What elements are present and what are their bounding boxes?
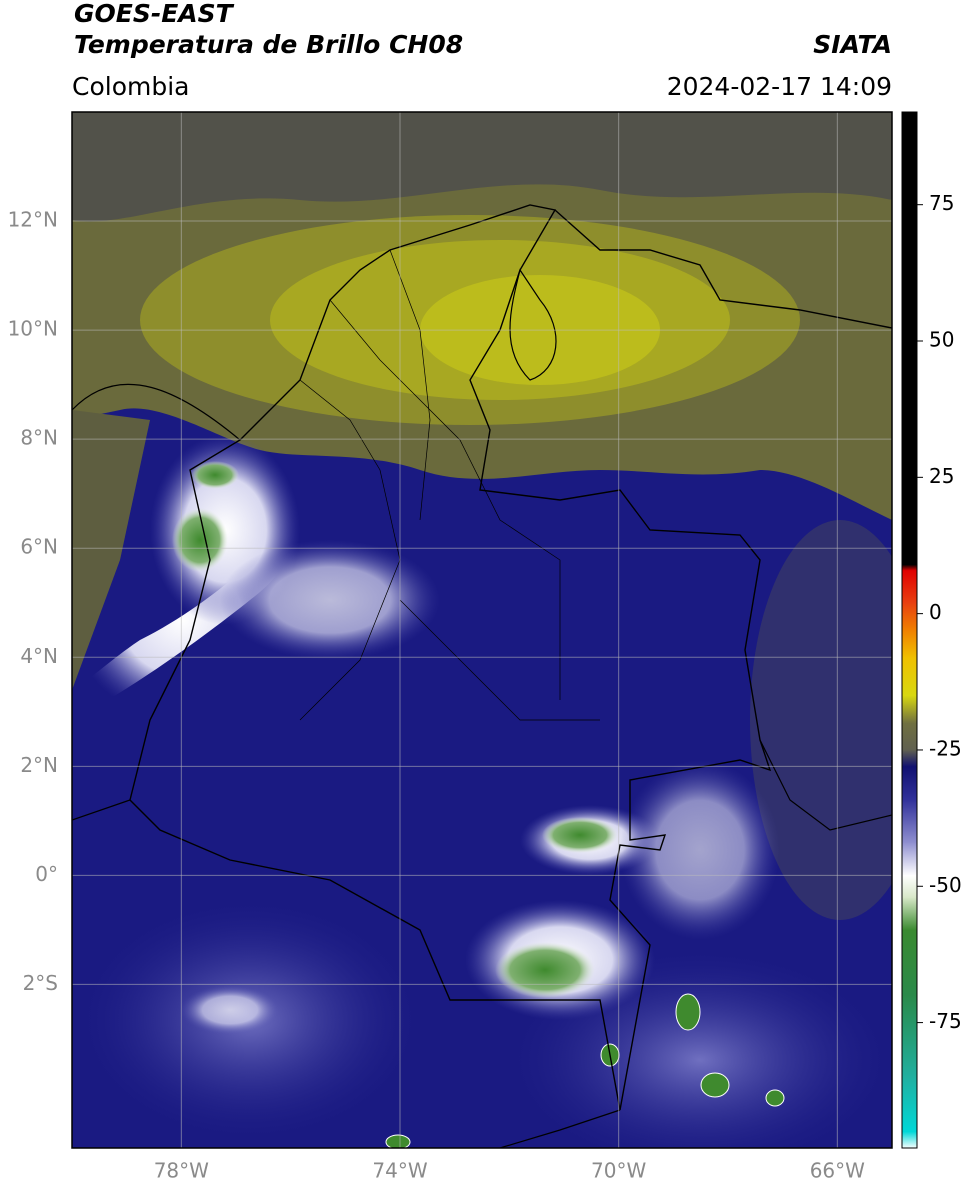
y-tick-label: 10°N: [8, 317, 58, 341]
colorbar: [902, 112, 917, 1149]
source: SIATA: [813, 30, 892, 59]
region: Colombia: [72, 72, 189, 101]
map-frame: [71, 111, 893, 1149]
colorbar-tick-label: -75: [929, 1009, 962, 1033]
colorbar-tick-label: 0: [929, 600, 942, 624]
colorbar-segment: [902, 995, 917, 1078]
x-tick-label: 78°W: [154, 1159, 209, 1183]
colorbar-segment: [902, 657, 917, 696]
title: GOES-EAST: [74, 0, 235, 28]
colorbar-segment: [902, 929, 917, 996]
colorbar-segment: [902, 722, 917, 751]
colorbar-segment: [902, 766, 917, 800]
colorbar-segment: [902, 875, 917, 898]
y-tick-label: 12°N: [8, 208, 58, 232]
x-tick-label: 70°W: [591, 1159, 646, 1183]
grid: [72, 112, 892, 1148]
colorbar-segment: [902, 799, 917, 844]
colorbar-segment: [902, 602, 917, 631]
colorbar-tick-label: -50: [929, 873, 962, 897]
y-tick-label: 2°S: [23, 971, 58, 995]
colorbar-segment: [902, 570, 917, 604]
colorbar-segment: [902, 842, 917, 876]
colorbar-segment: [902, 564, 917, 571]
y-tick-label: 0°: [35, 862, 58, 886]
colorbar-tick-label: -25: [929, 736, 962, 760]
colorbar-tick-label: 25: [929, 464, 954, 488]
datetime: 2024-02-17 14:09: [667, 72, 892, 101]
colorbar-segment: [902, 695, 917, 724]
colorbar-segment: [902, 1131, 917, 1149]
y-tick-label: 4°N: [20, 644, 58, 668]
x-tick-label: 66°W: [810, 1159, 865, 1183]
subtitle: Temperatura de Brillo CH08: [74, 30, 463, 59]
colorbar-segment: [902, 897, 917, 931]
colorbar-segment: [902, 1077, 917, 1133]
colorbar-tick-label: 75: [929, 191, 954, 215]
y-tick-label: 8°N: [20, 426, 58, 450]
colorbar-segment: [902, 630, 917, 658]
x-tick-label: 74°W: [372, 1159, 427, 1183]
colorbar-segment: [902, 749, 917, 767]
satellite-image: [72, 112, 892, 1148]
colorbar-frame: [901, 111, 918, 1149]
y-tick-label: 6°N: [20, 535, 58, 559]
y-tick-label: 2°N: [20, 753, 58, 777]
colorbar-segment: [902, 112, 917, 566]
colorbar-tick-label: 50: [929, 328, 954, 352]
